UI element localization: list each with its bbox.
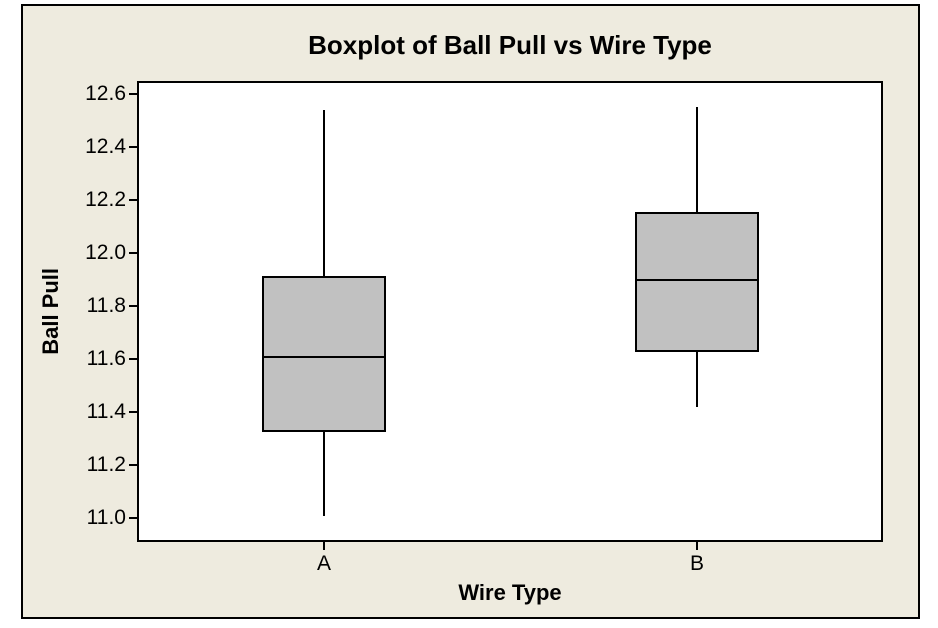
iqr-box	[262, 276, 386, 432]
y-tick-label: 11.6	[86, 347, 126, 370]
y-tick-mark	[129, 93, 137, 95]
y-tick-mark	[129, 146, 137, 148]
median-line	[635, 279, 759, 281]
lower-whisker	[323, 431, 325, 516]
upper-whisker	[323, 110, 325, 277]
y-tick-mark	[129, 464, 137, 466]
y-tick-label: 12.4	[85, 135, 126, 158]
x-axis-label: Wire Type	[458, 580, 562, 605]
y-tick-mark	[129, 358, 137, 360]
y-tick-label: 12.2	[85, 188, 126, 211]
y-tick-label: 12.0	[85, 241, 126, 264]
x-tick-label: B	[689, 552, 704, 575]
y-tick-label: 12.6	[85, 82, 126, 105]
y-tick-mark	[129, 305, 137, 307]
y-tick-mark	[129, 199, 137, 201]
y-tick-label: 11.4	[86, 400, 126, 423]
chart-title: Boxplot of Ball Pull vs Wire Type	[308, 30, 712, 60]
x-tick-mark	[696, 542, 698, 550]
plot-area	[137, 81, 883, 542]
y-tick-label: 11.8	[86, 294, 126, 317]
y-tick-mark	[129, 517, 137, 519]
median-line	[262, 356, 386, 358]
upper-whisker	[696, 107, 698, 213]
x-tick-label: A	[316, 552, 331, 575]
y-tick-label: 11.2	[86, 453, 126, 476]
iqr-box	[635, 212, 759, 352]
y-tick-mark	[129, 411, 137, 413]
lower-whisker	[696, 351, 698, 407]
y-tick-label: 11.0	[86, 506, 126, 529]
y-tick-mark	[129, 252, 137, 254]
x-tick-mark	[323, 542, 325, 550]
